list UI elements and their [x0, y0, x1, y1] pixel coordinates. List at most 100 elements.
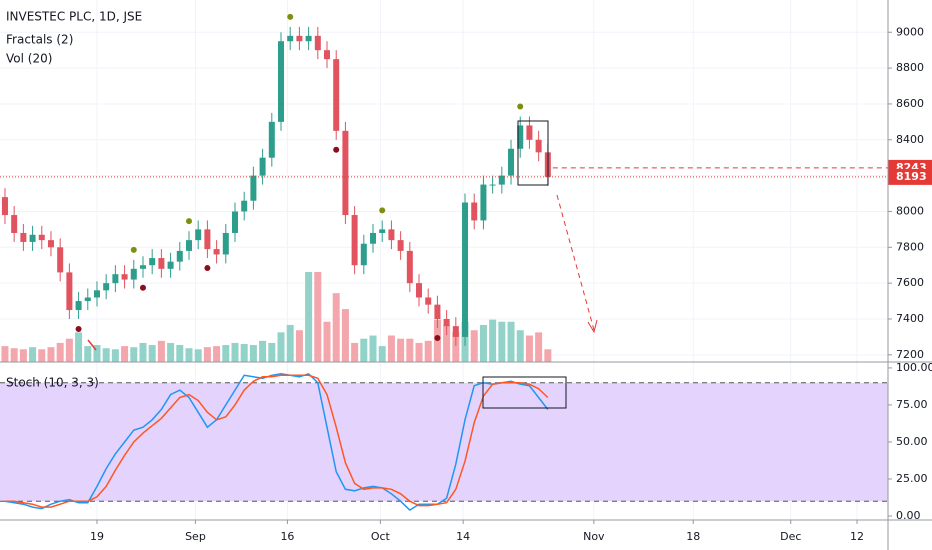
volume-bar: [185, 348, 193, 362]
volume-bar: [130, 347, 138, 362]
candle-body: [360, 243, 367, 266]
volume-bar: [332, 293, 340, 362]
fractal-down: [333, 146, 340, 153]
candle-body: [84, 297, 91, 302]
candle-body: [93, 290, 100, 298]
stoch-band: [0, 382, 888, 502]
candle-body: [314, 35, 321, 51]
candle-body: [498, 175, 505, 185]
candle-body: [38, 234, 45, 241]
price-tag-label: 8193: [896, 170, 927, 183]
stoch-title: Stoch (10, 3, 3): [6, 376, 99, 390]
y-tick-label: 9000: [896, 25, 924, 38]
volume-bar: [479, 324, 487, 362]
volume-bar: [167, 342, 175, 362]
candle-body: [139, 265, 146, 269]
stoch-line: [5, 374, 549, 508]
candle-body: [379, 229, 386, 233]
volume-bar: [378, 346, 386, 362]
candle-body: [103, 283, 110, 291]
candle-body: [20, 232, 27, 242]
fractal-up: [287, 13, 294, 20]
volume-bar: [489, 319, 497, 362]
chart-title: INVESTEC PLC, 1D, JSE: [6, 10, 142, 24]
volume-bar: [38, 349, 46, 362]
candle-body: [222, 232, 229, 255]
candle-body: [268, 121, 275, 158]
candle-body: [406, 250, 413, 284]
volume-bar: [29, 347, 37, 362]
candle-body: [241, 200, 248, 212]
volume-bar: [424, 340, 432, 362]
volume-bar: [443, 324, 451, 362]
candle-body: [1, 197, 8, 216]
candle-body: [11, 215, 18, 233]
volume-bar: [314, 272, 322, 362]
volume-bar: [360, 338, 368, 362]
volume-bar: [139, 342, 147, 362]
volume-bar: [305, 272, 313, 362]
volume-bar: [93, 345, 101, 362]
y-tick-label: 7600: [896, 276, 924, 289]
y-tick-label: 7800: [896, 240, 924, 253]
candle-body: [231, 211, 238, 233]
volume-bar: [470, 330, 478, 362]
candle-body: [471, 202, 478, 221]
candle-body: [259, 157, 266, 176]
x-tick-label: 12: [850, 530, 864, 543]
candle-body: [535, 139, 542, 153]
candle-body: [416, 283, 423, 298]
volume-bar: [148, 345, 156, 362]
volume-bar: [231, 342, 239, 362]
candle-body: [250, 175, 257, 201]
candle-body: [47, 240, 54, 248]
indicator-label: Vol (20): [6, 52, 52, 66]
candle-body: [185, 240, 192, 251]
candle-body: [149, 258, 156, 266]
volume-bar: [222, 345, 230, 362]
volume-bar: [111, 349, 119, 362]
small-arrow: [87, 339, 97, 351]
arrow-head: [587, 319, 598, 334]
candle-body: [121, 274, 128, 280]
candle-body: [75, 301, 82, 311]
candle-body: [517, 125, 524, 149]
candle-body: [287, 35, 294, 42]
volume-bar: [194, 349, 202, 362]
volume-bar: [1, 346, 9, 362]
fractal-up: [185, 218, 192, 225]
volume-bar: [369, 335, 377, 362]
candle-body: [195, 229, 202, 241]
fractal-down: [204, 265, 211, 272]
candle-body: [158, 258, 165, 269]
candle-body: [462, 202, 469, 337]
volume-bar: [102, 348, 110, 362]
candle-body: [388, 229, 395, 241]
volume-bar: [498, 321, 506, 362]
fractal-down: [139, 284, 146, 291]
volume-bar: [323, 321, 331, 362]
volume-bar: [544, 349, 552, 362]
stoch-line: [4, 372, 549, 512]
y-tick-label: 100.00: [896, 361, 932, 374]
volume-bar: [277, 332, 285, 362]
volume-bar: [415, 342, 423, 362]
candle-body: [489, 184, 496, 186]
candle-body: [508, 148, 515, 176]
volume-bar: [259, 340, 267, 362]
x-tick-label: 18: [686, 530, 700, 543]
candle-body: [397, 240, 404, 251]
y-tick-label: 0.00: [896, 509, 921, 522]
candle-body: [57, 247, 64, 273]
volume-bar: [176, 345, 184, 362]
volume-bar: [47, 347, 55, 362]
volume-bar: [525, 335, 533, 362]
volume-bar: [507, 321, 515, 362]
y-tick-label: 7200: [896, 348, 924, 361]
volume-bar: [240, 344, 248, 362]
candle-body: [351, 215, 358, 266]
y-tick-label: 25.00: [896, 472, 928, 485]
volume-bar: [249, 345, 257, 362]
x-tick-label: Sep: [185, 530, 206, 543]
